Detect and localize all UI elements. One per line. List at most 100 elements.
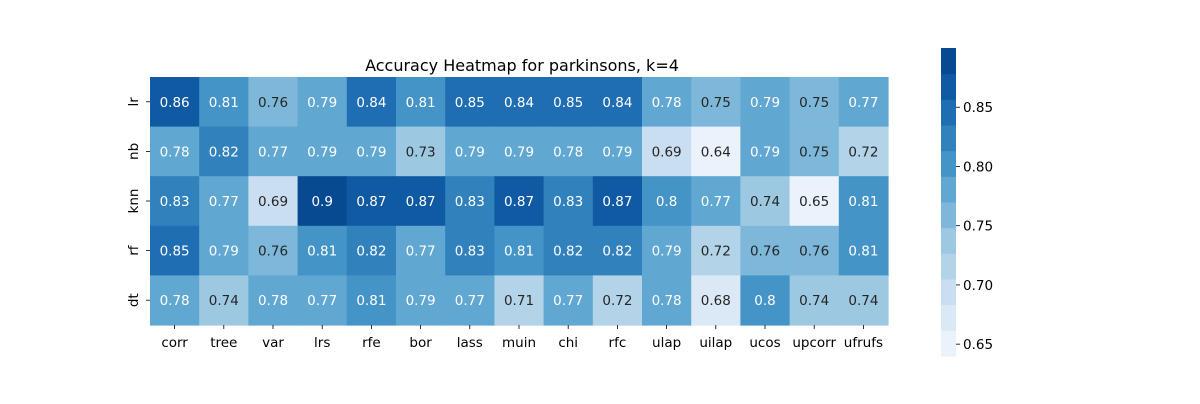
cell-value-label: 0.76 (258, 95, 288, 111)
x-tick-label: muin (502, 335, 536, 351)
heatmap-cell (248, 275, 299, 326)
colorbar-tick-label: 0.80 (963, 159, 993, 175)
heatmap-cell (297, 126, 348, 177)
cell-value-label: 0.82 (209, 144, 239, 160)
heatmap-cell (396, 275, 446, 326)
cell-value-label: 0.81 (209, 95, 239, 111)
heatmap-cell (838, 225, 889, 276)
heatmap-cell (150, 225, 200, 276)
cell-value-label: 0.81 (848, 244, 878, 260)
heatmap-cell (543, 176, 594, 227)
cell-value-label: 0.79 (504, 144, 534, 160)
heatmap-cell (740, 275, 791, 326)
heatmap-cell (199, 176, 249, 227)
colorbar-segment (941, 150, 956, 177)
x-tick-label: upcorr (792, 335, 836, 351)
cell-value-label: 0.79 (602, 144, 632, 160)
y-tick-label: rf (126, 244, 142, 256)
heatmap-cell (494, 275, 545, 326)
colorbar-tick-label: 0.70 (963, 278, 993, 294)
heatmap-cell (543, 275, 594, 326)
heatmap-cell (396, 77, 446, 128)
heatmap-cell (838, 176, 889, 227)
heatmap-cell (297, 176, 348, 227)
cell-value-label: 0.83 (455, 194, 485, 210)
heatmap-cell (740, 126, 791, 177)
cell-value-label: 0.78 (652, 293, 682, 309)
colorbar-segment (941, 279, 956, 306)
cell-value-label: 0.75 (799, 95, 829, 111)
x-tick-label: rfe (362, 335, 381, 351)
cell-value-label: 0.77 (455, 293, 485, 309)
y-tick-label: knn (126, 189, 142, 214)
cell-value-label: 0.73 (406, 144, 436, 160)
heatmap-cell (838, 77, 889, 128)
heatmap-cell (199, 275, 249, 326)
heatmap-cell (494, 176, 545, 227)
heatmap-cell (789, 275, 840, 326)
heatmap-cell (494, 77, 545, 128)
cell-value-label: 0.84 (504, 95, 534, 111)
cell-value-label: 0.9 (311, 194, 332, 210)
heatmap-cell (543, 77, 594, 128)
cell-value-label: 0.71 (504, 293, 534, 309)
cell-value-label: 0.81 (504, 244, 534, 260)
cell-value-label: 0.79 (750, 95, 780, 111)
heatmap-cell (838, 275, 889, 326)
cell-value-label: 0.79 (307, 95, 337, 111)
heatmap-cell (789, 176, 840, 227)
chart-title: Accuracy Heatmap for parkinsons, k=4 (365, 56, 679, 75)
cell-value-label: 0.85 (553, 95, 583, 111)
cell-value-label: 0.77 (848, 95, 878, 111)
heatmap-cell (494, 126, 545, 177)
heatmap-cell (248, 77, 299, 128)
cell-value-label: 0.87 (406, 194, 436, 210)
heatmap-cell (592, 176, 643, 227)
cell-value-label: 0.72 (602, 293, 632, 309)
cell-value-label: 0.82 (602, 244, 632, 260)
cell-value-label: 0.84 (356, 95, 386, 111)
x-tick-label: rfc (609, 335, 627, 351)
heatmap-cell (592, 126, 643, 177)
colorbar-tick-label: 0.65 (963, 337, 993, 353)
heatmap-cell (445, 176, 495, 227)
heatmap-cell (789, 77, 840, 128)
y-tick-label: nb (126, 143, 142, 160)
heatmap-cell (150, 275, 200, 326)
heatmap-cell (445, 126, 495, 177)
cell-value-label: 0.81 (848, 194, 878, 210)
heatmap-cell (396, 126, 446, 177)
heatmap-cell (297, 77, 348, 128)
cell-value-label: 0.78 (160, 144, 190, 160)
x-tick-label: ufrufs (844, 335, 883, 351)
cell-value-label: 0.8 (656, 194, 677, 210)
heatmap-cell (642, 126, 692, 177)
colorbar-tick-label: 0.75 (963, 219, 993, 235)
cell-value-label: 0.86 (160, 95, 190, 111)
heatmap-cell (789, 225, 840, 276)
cell-value-label: 0.79 (356, 144, 386, 160)
cell-value-label: 0.77 (406, 244, 436, 260)
x-tick-label: lrs (314, 335, 330, 351)
x-tick-label: var (262, 335, 284, 351)
cell-value-label: 0.69 (258, 194, 288, 210)
x-tick-label: lass (457, 335, 483, 351)
cell-value-label: 0.77 (258, 144, 288, 160)
cell-value-label: 0.79 (307, 144, 337, 160)
colorbar-segment (941, 227, 956, 254)
heatmap-cell (691, 126, 741, 177)
cell-value-label: 0.87 (504, 194, 534, 210)
heatmap-cell (445, 275, 495, 326)
cell-value-label: 0.87 (602, 194, 632, 210)
cell-value-label: 0.81 (356, 293, 386, 309)
cell-value-label: 0.74 (750, 194, 780, 210)
cell-value-label: 0.72 (701, 244, 731, 260)
colorbar-segment (941, 304, 956, 331)
heatmap-cell (396, 225, 446, 276)
cell-value-label: 0.8 (754, 293, 775, 309)
y-tick-label: lr (126, 97, 142, 107)
cell-value-label: 0.83 (160, 194, 190, 210)
heatmap-cell (248, 126, 299, 177)
heatmap-cell (297, 225, 348, 276)
heatmap-cell (740, 77, 791, 128)
